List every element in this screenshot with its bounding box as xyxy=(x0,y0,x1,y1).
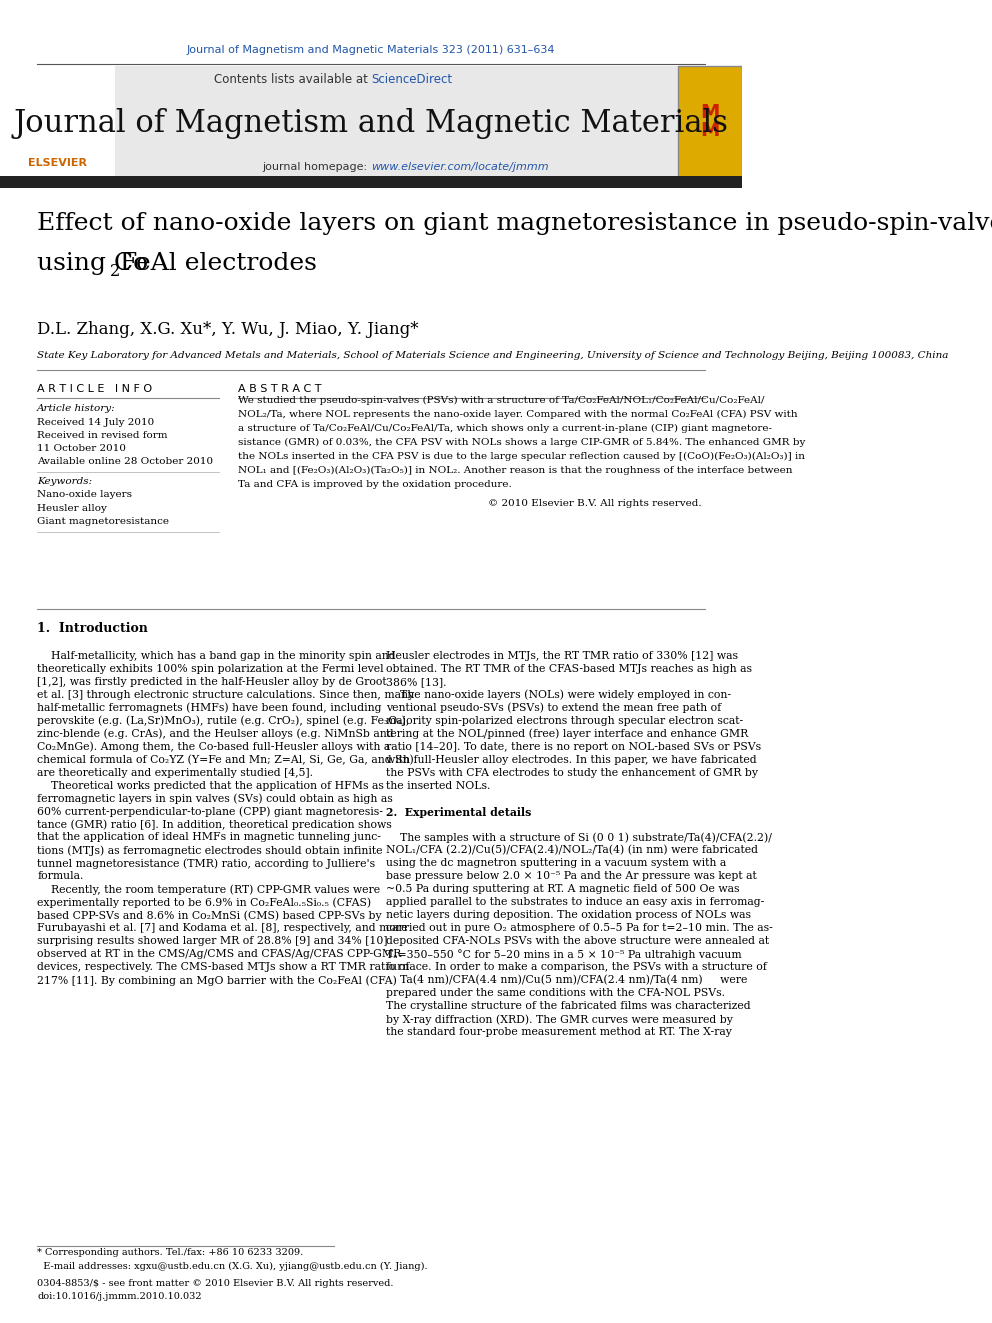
Text: * Corresponding authors. Tel./fax: +86 10 6233 3209.: * Corresponding authors. Tel./fax: +86 1… xyxy=(37,1249,304,1257)
Text: deposited CFA-NOLs PSVs with the above structure were annealed at: deposited CFA-NOLs PSVs with the above s… xyxy=(386,937,769,946)
Bar xyxy=(0,66,742,179)
Text: ferromagnetic layers in spin valves (SVs) could obtain as high as: ferromagnetic layers in spin valves (SVs… xyxy=(37,794,393,804)
Text: tering at the NOL/pinned (free) layer interface and enhance GMR: tering at the NOL/pinned (free) layer in… xyxy=(386,729,748,740)
Text: perovskite (e.g. (La,Sr)MnO₃), rutile (e.g. CrO₂), spinel (e.g. Fe₃O₄),: perovskite (e.g. (La,Sr)MnO₃), rutile (e… xyxy=(37,716,410,726)
Text: devices, respectively. The CMS-based MTJs show a RT TMR ratio of: devices, respectively. The CMS-based MTJ… xyxy=(37,962,410,972)
Text: Heusler electrodes in MTJs, the RT TMR ratio of 330% [12] was: Heusler electrodes in MTJs, the RT TMR r… xyxy=(386,651,738,662)
Text: Giant magnetoresistance: Giant magnetoresistance xyxy=(37,517,169,525)
Text: Keywords:: Keywords: xyxy=(37,478,92,486)
Text: Ta(4 nm)/CFA(4.4 nm)/Cu(5 nm)/CFA(2.4 nm)/Ta(4 nm)     were: Ta(4 nm)/CFA(4.4 nm)/Cu(5 nm)/CFA(2.4 nm… xyxy=(386,975,747,986)
Text: Heusler alloy: Heusler alloy xyxy=(37,504,107,512)
Text: Recently, the room temperature (RT) CPP-GMR values were: Recently, the room temperature (RT) CPP-… xyxy=(37,884,380,894)
Text: base pressure below 2.0 × 10⁻⁵ Pa and the Ar pressure was kept at: base pressure below 2.0 × 10⁻⁵ Pa and th… xyxy=(386,872,757,881)
Text: based CPP-SVs and 8.6% in Co₂MnSi (CMS) based CPP-SVs by: based CPP-SVs and 8.6% in Co₂MnSi (CMS) … xyxy=(37,910,382,921)
Text: 2.  Experimental details: 2. Experimental details xyxy=(386,807,532,818)
Text: We studied the pseudo-spin-valves (PSVs) with a structure of Ta/Co₂FeAl/NOL₁/Co₂: We studied the pseudo-spin-valves (PSVs)… xyxy=(237,397,764,405)
Text: NOL₂/Ta, where NOL represents the nano-oxide layer. Compared with the normal Co₂: NOL₂/Ta, where NOL represents the nano-o… xyxy=(237,410,798,419)
Text: ~0.5 Pa during sputtering at RT. A magnetic field of 500 Oe was: ~0.5 Pa during sputtering at RT. A magne… xyxy=(386,884,739,894)
Text: the NOLs inserted in the CFA PSV is due to the large specular reflection caused : the NOLs inserted in the CFA PSV is due … xyxy=(237,452,805,460)
Text: the inserted NOLs.: the inserted NOLs. xyxy=(386,781,490,791)
Text: observed at RT in the CMS/Ag/CMS and CFAS/Ag/CFAS CPP-GMR: observed at RT in the CMS/Ag/CMS and CFA… xyxy=(37,949,402,959)
Text: Nano-oxide layers: Nano-oxide layers xyxy=(37,491,132,499)
Text: A R T I C L E   I N F O: A R T I C L E I N F O xyxy=(37,384,152,394)
Text: majority spin-polarized electrons through specular electron scat-: majority spin-polarized electrons throug… xyxy=(386,716,743,726)
Text: using Co: using Co xyxy=(37,251,148,275)
Text: obtained. The RT TMR of the CFAS-based MTJs reaches as high as: obtained. The RT TMR of the CFAS-based M… xyxy=(386,664,752,673)
Text: by X-ray diffraction (XRD). The GMR curves were measured by: by X-ray diffraction (XRD). The GMR curv… xyxy=(386,1013,733,1024)
Text: carried out in pure O₂ atmosphere of 0.5–5 Pa for t=2–10 min. The as-: carried out in pure O₂ atmosphere of 0.5… xyxy=(386,923,773,933)
Text: [1,2], was firstly predicted in the half-Heusler alloy by de Groot: [1,2], was firstly predicted in the half… xyxy=(37,677,387,687)
Text: netic layers during deposition. The oxidation process of NOLs was: netic layers during deposition. The oxid… xyxy=(386,910,751,921)
Text: © 2010 Elsevier B.V. All rights reserved.: © 2010 Elsevier B.V. All rights reserved… xyxy=(488,499,701,508)
Text: Ta and CFA is improved by the oxidation procedure.: Ta and CFA is improved by the oxidation … xyxy=(237,480,511,488)
Text: with full-Heusler alloy electrodes. In this paper, we have fabricated: with full-Heusler alloy electrodes. In t… xyxy=(386,754,757,765)
Text: that the application of ideal HMFs in magnetic tunneling junc-: that the application of ideal HMFs in ma… xyxy=(37,832,381,843)
Text: Journal of Magnetism and Magnetic Materials 323 (2011) 631–634: Journal of Magnetism and Magnetic Materi… xyxy=(186,45,556,56)
Text: a structure of Ta/Co₂FeAl/Cu/Co₂FeAl/Ta, which shows only a current-in-plane (CI: a structure of Ta/Co₂FeAl/Cu/Co₂FeAl/Ta,… xyxy=(237,425,772,433)
Text: The nano-oxide layers (NOLs) were widely employed in con-: The nano-oxide layers (NOLs) were widely… xyxy=(386,689,731,700)
Text: 11 October 2010: 11 October 2010 xyxy=(37,445,126,452)
Text: 0304-8853/$ - see front matter © 2010 Elsevier B.V. All rights reserved.: 0304-8853/$ - see front matter © 2010 El… xyxy=(37,1279,394,1287)
Text: 217% [11]. By combining an MgO barrier with the Co₂FeAl (CFA): 217% [11]. By combining an MgO barrier w… xyxy=(37,975,397,986)
Text: Theoretical works predicted that the application of HFMs as: Theoretical works predicted that the app… xyxy=(37,781,384,791)
Text: experimentally reported to be 6.9% in Co₂FeAl₀.₅Si₀.₅ (CFAS): experimentally reported to be 6.9% in Co… xyxy=(37,897,371,908)
Text: E-mail addresses: xgxu@ustb.edu.cn (X.G. Xu), yjiang@ustb.edu.cn (Y. Jiang).: E-mail addresses: xgxu@ustb.edu.cn (X.G.… xyxy=(37,1262,428,1270)
Text: sistance (GMR) of 0.03%, the CFA PSV with NOLs shows a large CIP-GMR of 5.84%. T: sistance (GMR) of 0.03%, the CFA PSV wit… xyxy=(237,438,805,447)
Text: tance (GMR) ratio [6]. In addition, theoretical predication shows: tance (GMR) ratio [6]. In addition, theo… xyxy=(37,819,392,830)
Text: ventional pseudo-SVs (PSVs) to extend the mean free path of: ventional pseudo-SVs (PSVs) to extend th… xyxy=(386,703,721,713)
Text: formula.: formula. xyxy=(37,872,83,881)
Text: 2: 2 xyxy=(110,263,120,279)
Text: 1.  Introduction: 1. Introduction xyxy=(37,622,148,635)
Text: Contents lists available at: Contents lists available at xyxy=(213,73,371,86)
Text: The samples with a structure of Si (0 0 1) substrate/Ta(4)/CFA(2.2)/: The samples with a structure of Si (0 0 … xyxy=(386,832,772,843)
Text: tunnel magnetoresistance (TMR) ratio, according to Julliere's: tunnel magnetoresistance (TMR) ratio, ac… xyxy=(37,859,375,869)
Bar xyxy=(0,176,742,188)
Text: 386% [13].: 386% [13]. xyxy=(386,677,446,687)
Text: www.elsevier.com/locate/jmmm: www.elsevier.com/locate/jmmm xyxy=(371,161,549,172)
Text: ScienceDirect: ScienceDirect xyxy=(371,73,452,86)
Text: Received 14 July 2010: Received 14 July 2010 xyxy=(37,418,155,426)
Text: half-metallic ferromagnets (HMFs) have been found, including: half-metallic ferromagnets (HMFs) have b… xyxy=(37,703,382,713)
Text: tions (MTJs) as ferromagnetic electrodes should obtain infinite: tions (MTJs) as ferromagnetic electrodes… xyxy=(37,845,383,856)
Text: NOL₁/CFA (2.2)/Cu(5)/CFA(2.4)/NOL₂/Ta(4) (in nm) were fabricated: NOL₁/CFA (2.2)/Cu(5)/CFA(2.4)/NOL₂/Ta(4)… xyxy=(386,845,758,856)
Text: The crystalline structure of the fabricated films was characterized: The crystalline structure of the fabrica… xyxy=(386,1002,751,1011)
Text: doi:10.1016/j.jmmm.2010.10.032: doi:10.1016/j.jmmm.2010.10.032 xyxy=(37,1293,201,1301)
Text: M
M: M M xyxy=(700,103,719,140)
Text: Effect of nano-oxide layers on giant magnetoresistance in pseudo-spin-valves: Effect of nano-oxide layers on giant mag… xyxy=(37,212,992,235)
Text: Half-metallicity, which has a band gap in the minority spin and: Half-metallicity, which has a band gap i… xyxy=(37,651,396,662)
Text: the PSVs with CFA electrodes to study the enhancement of GMR by: the PSVs with CFA electrodes to study th… xyxy=(386,767,758,778)
Text: Journal of Magnetism and Magnetic Materials: Journal of Magnetism and Magnetic Materi… xyxy=(14,107,729,139)
Text: applied parallel to the substrates to induce an easy axis in ferromag-: applied parallel to the substrates to in… xyxy=(386,897,764,908)
Text: FeAl electrodes: FeAl electrodes xyxy=(120,251,317,275)
Text: Received in revised form: Received in revised form xyxy=(37,431,168,439)
Text: et al. [3] through electronic structure calculations. Since then, many: et al. [3] through electronic structure … xyxy=(37,689,415,700)
Text: D.L. Zhang, X.G. Xu*, Y. Wu, J. Miao, Y. Jiang*: D.L. Zhang, X.G. Xu*, Y. Wu, J. Miao, Y.… xyxy=(37,321,419,337)
Text: Furubayashi et al. [7] and Kodama et al. [8], respectively, and more: Furubayashi et al. [7] and Kodama et al.… xyxy=(37,923,408,933)
Bar xyxy=(0,66,115,179)
Text: are theoretically and experimentally studied [4,5].: are theoretically and experimentally stu… xyxy=(37,767,313,778)
Text: furnace. In order to make a comparison, the PSVs with a structure of: furnace. In order to make a comparison, … xyxy=(386,962,767,972)
Text: Co₂MnGe). Among them, the Co-based full-Heusler alloys with a: Co₂MnGe). Among them, the Co-based full-… xyxy=(37,742,391,753)
Text: journal homepage:: journal homepage: xyxy=(263,161,371,172)
Text: ELSEVIER: ELSEVIER xyxy=(28,157,86,168)
Bar xyxy=(678,66,742,179)
Text: prepared under the same conditions with the CFA-NOL PSVs.: prepared under the same conditions with … xyxy=(386,988,725,998)
Text: surprising results showed larger MR of 28.8% [9] and 34% [10]: surprising results showed larger MR of 2… xyxy=(37,937,388,946)
Text: NOL₁ and [(Fe₂O₃)(Al₂O₃)(Ta₂O₅)] in NOL₂. Another reason is that the roughness o: NOL₁ and [(Fe₂O₃)(Al₂O₃)(Ta₂O₅)] in NOL₂… xyxy=(237,466,792,475)
Text: Tₐ=350–550 °C for 5–20 mins in a 5 × 10⁻⁵ Pa ultrahigh vacuum: Tₐ=350–550 °C for 5–20 mins in a 5 × 10⁻… xyxy=(386,949,742,960)
Text: zinc-blende (e.g. CrAs), and the Heulser alloys (e.g. NiMnSb and: zinc-blende (e.g. CrAs), and the Heulser… xyxy=(37,729,394,740)
Text: A B S T R A C T: A B S T R A C T xyxy=(237,384,321,394)
Text: theoretically exhibits 100% spin polarization at the Fermi level: theoretically exhibits 100% spin polariz… xyxy=(37,664,384,673)
Text: ratio [14–20]. To date, there is no report on NOL-based SVs or PSVs: ratio [14–20]. To date, there is no repo… xyxy=(386,742,761,751)
Text: chemical formula of Co₂YZ (Y=Fe and Mn; Z=Al, Si, Ge, Ga, and Sn): chemical formula of Co₂YZ (Y=Fe and Mn; … xyxy=(37,754,414,765)
Text: the standard four-probe measurement method at RT. The X-ray: the standard four-probe measurement meth… xyxy=(386,1027,732,1037)
Text: using the dc magnetron sputtering in a vacuum system with a: using the dc magnetron sputtering in a v… xyxy=(386,859,726,868)
Text: 60% current-perpendicular-to-plane (CPP) giant magnetoresis-: 60% current-perpendicular-to-plane (CPP)… xyxy=(37,807,383,818)
Text: Available online 28 October 2010: Available online 28 October 2010 xyxy=(37,458,213,466)
Text: State Key Laboratory for Advanced Metals and Materials, School of Materials Scie: State Key Laboratory for Advanced Metals… xyxy=(37,352,948,360)
Text: Article history:: Article history: xyxy=(37,405,116,413)
